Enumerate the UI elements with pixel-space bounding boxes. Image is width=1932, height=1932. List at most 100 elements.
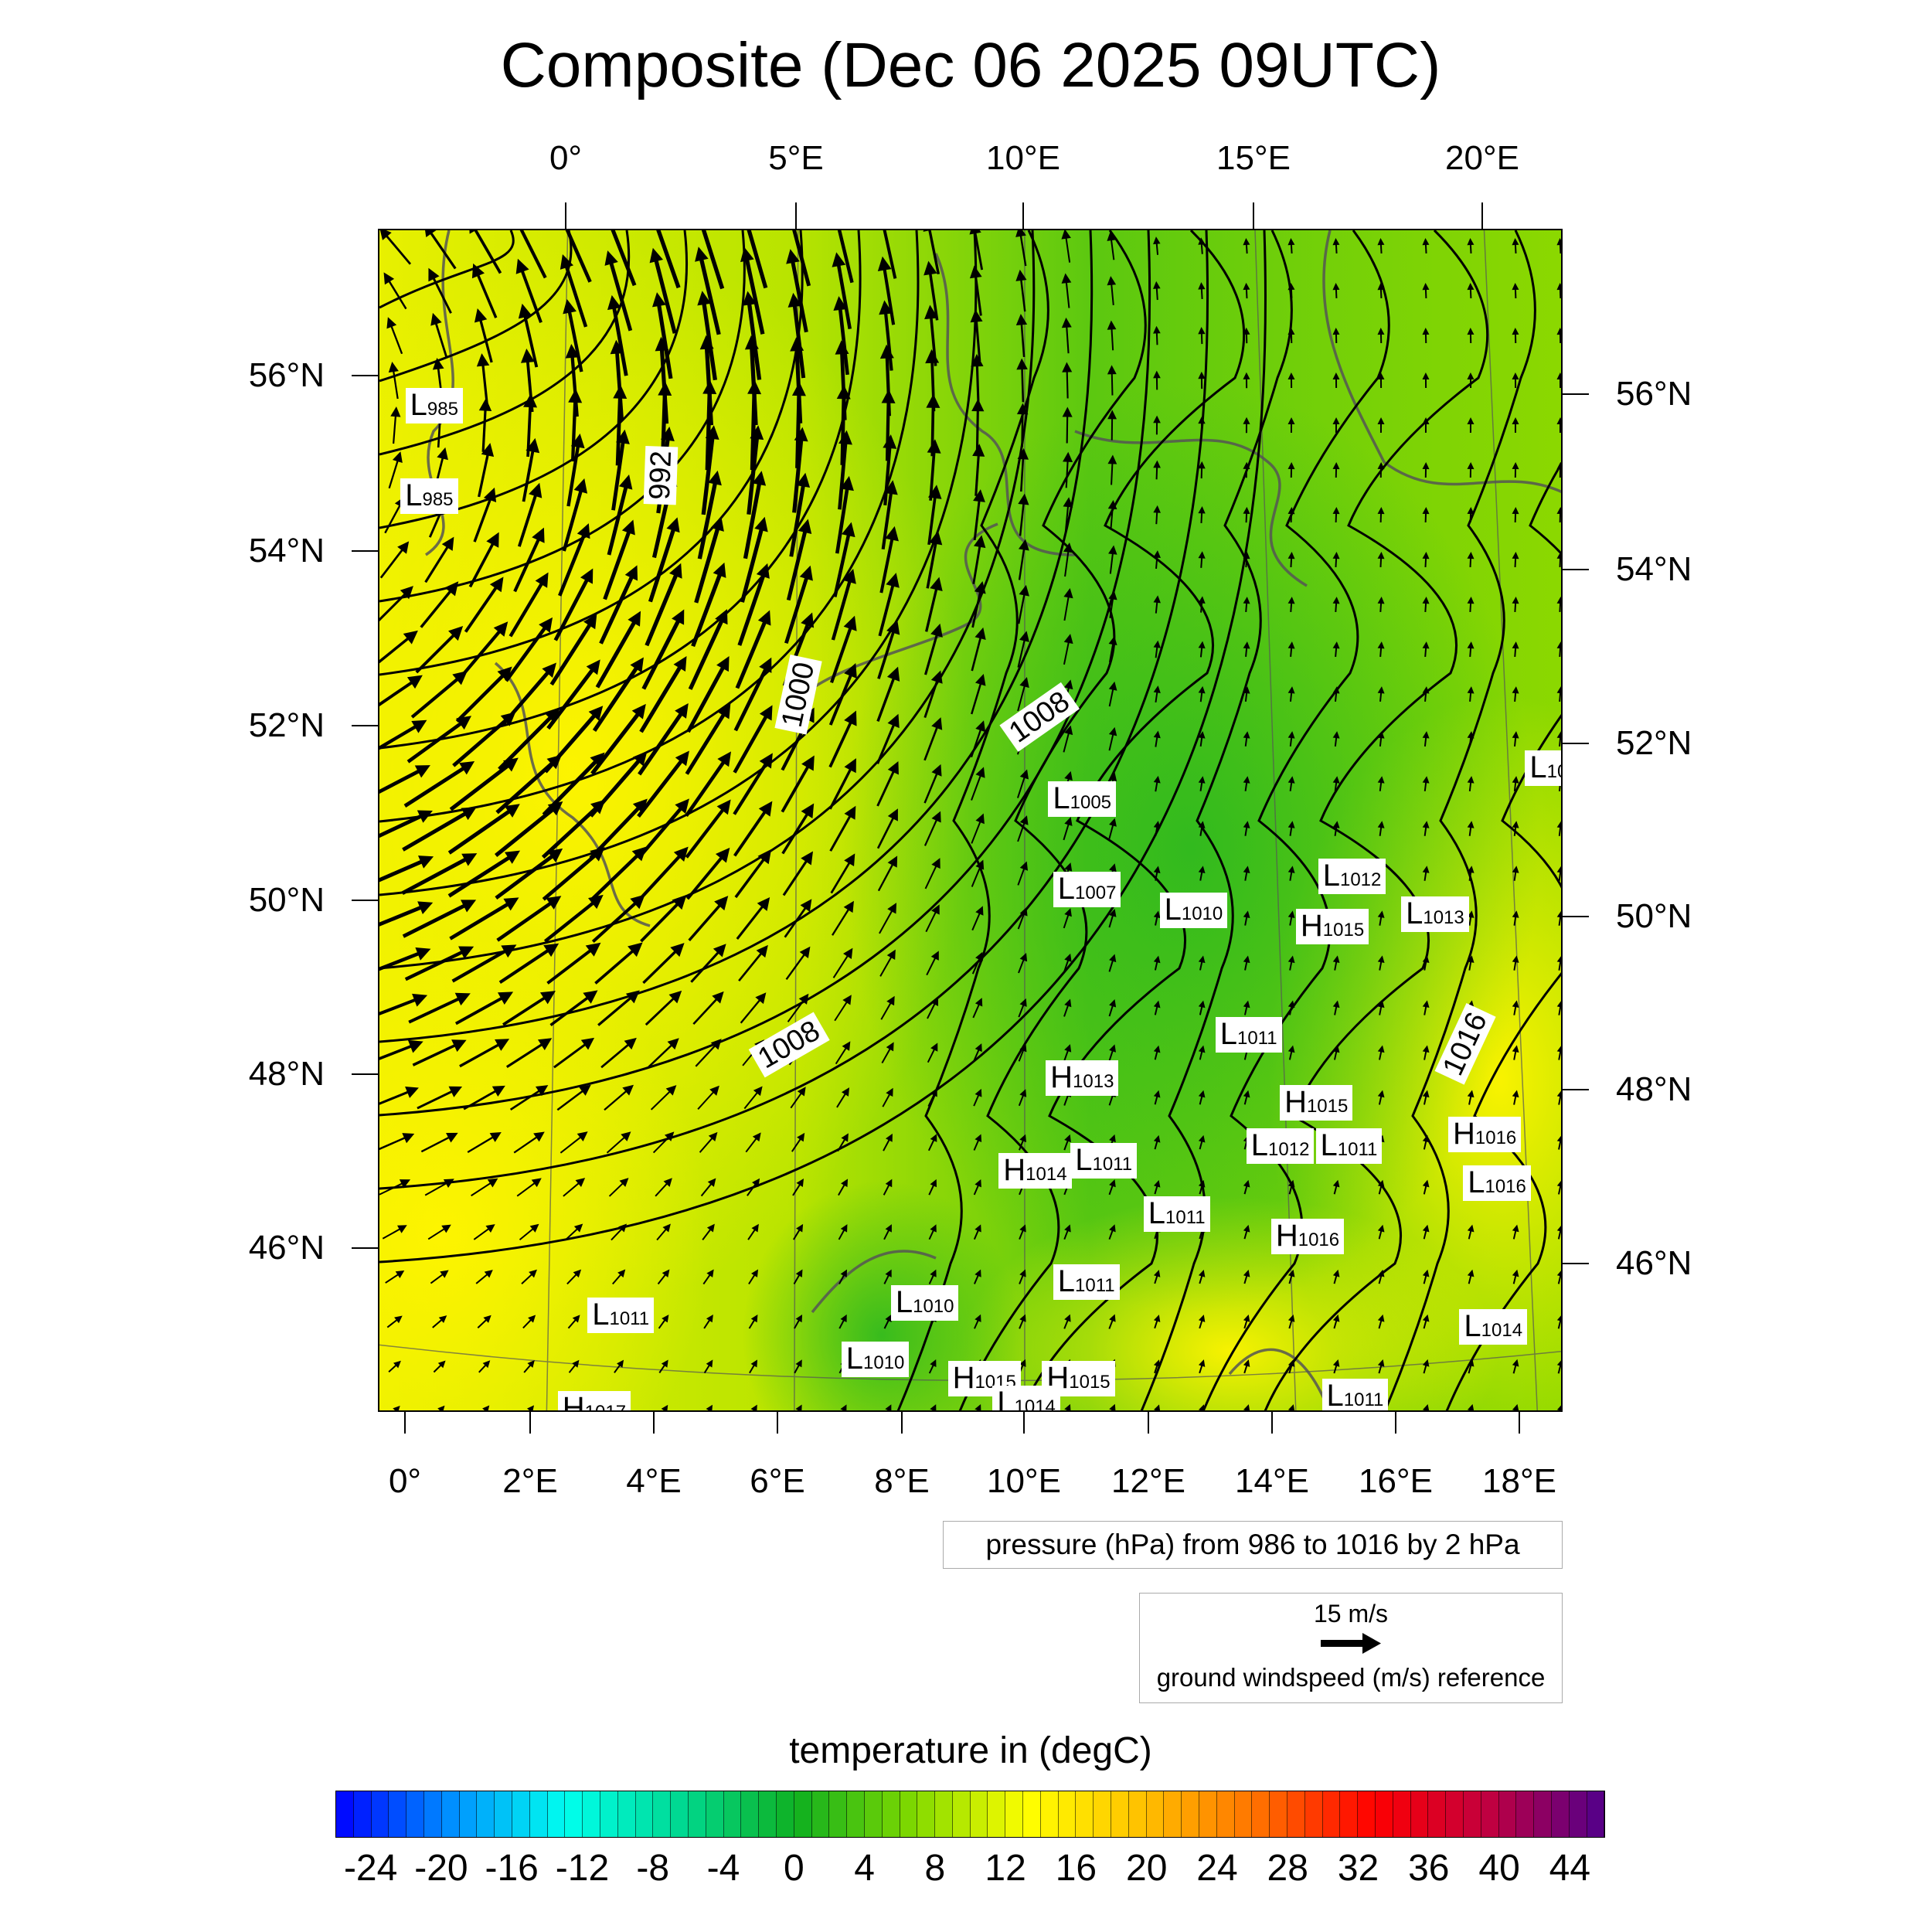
wind-arrow-icon xyxy=(379,947,431,979)
colorbar-box xyxy=(1516,1791,1535,1837)
wind-arrow-shaft xyxy=(747,298,762,380)
wind-arrow-icon xyxy=(385,1270,405,1284)
wind-arrow-head xyxy=(1153,640,1161,648)
wind-arrow-icon xyxy=(390,406,401,444)
isobar xyxy=(379,230,688,529)
colorbar-box xyxy=(688,1791,706,1837)
wind-arrow-icon xyxy=(1512,283,1519,299)
wind-arrow-head xyxy=(975,720,986,733)
wind-arrow-head xyxy=(632,750,648,767)
wind-arrow-head xyxy=(618,1223,628,1233)
wind-arrow-head xyxy=(662,1269,670,1278)
wind-arrow-head xyxy=(1153,1000,1161,1009)
wind-arrow-icon xyxy=(699,1131,718,1153)
wind-arrow-icon xyxy=(649,247,677,334)
wind-arrow-icon xyxy=(388,1360,401,1372)
wind-arrow-shaft xyxy=(1064,548,1070,577)
wind-arrow-shaft xyxy=(876,767,896,807)
wind-arrow-icon xyxy=(702,1269,714,1285)
pressure-center-type: H xyxy=(1300,909,1323,944)
pressure-center-label: L10 xyxy=(1525,750,1561,787)
wind-arrow-head xyxy=(926,393,940,408)
wind-arrow-head xyxy=(1153,866,1161,874)
wind-arrow-icon xyxy=(735,610,771,689)
pressure-center-label: L1014 xyxy=(992,1386,1060,1410)
wind-arrow-icon xyxy=(1332,641,1340,657)
wind-arrow-shaft xyxy=(838,438,848,510)
wind-arrow-icon xyxy=(876,713,900,764)
colorbar-box xyxy=(759,1791,777,1837)
pressure-center-type: H xyxy=(562,1390,585,1412)
wind-arrow-head xyxy=(1556,238,1561,246)
wind-arrow-icon xyxy=(877,855,898,892)
wind-arrow-icon xyxy=(1107,276,1117,305)
wind-arrow-shaft xyxy=(379,546,406,579)
wind-arrow-icon xyxy=(1422,417,1430,434)
wind-arrow-head xyxy=(632,798,648,814)
wind-arrow-head xyxy=(441,536,454,551)
left-latitude-label: 46°N xyxy=(248,1229,325,1267)
wind-arrow-head xyxy=(1243,1315,1250,1322)
wind-arrow-head xyxy=(1556,1090,1561,1098)
wind-arrow-head xyxy=(1512,641,1519,649)
colorbar-box xyxy=(1393,1791,1411,1837)
wind-arrow-icon xyxy=(1019,1134,1026,1151)
top-longitude-label: 0° xyxy=(549,139,583,177)
wind-arrow-head xyxy=(471,263,485,279)
wind-arrow-head xyxy=(887,713,900,729)
wind-arrow-icon xyxy=(740,516,768,603)
wind-arrow-icon xyxy=(642,943,685,985)
wind-arrow-icon xyxy=(1377,1090,1385,1105)
wind-arrow-head xyxy=(1198,282,1206,290)
wind-arrow-head xyxy=(1467,372,1475,380)
wind-arrow-icon xyxy=(1556,507,1561,523)
wind-arrow-shaft xyxy=(522,446,536,502)
wind-arrow-icon xyxy=(1377,597,1385,613)
wind-arrow-shaft xyxy=(495,852,557,900)
wind-arrow-head xyxy=(392,451,403,464)
wind-arrow-head xyxy=(1198,371,1206,379)
wind-arrow-icon xyxy=(791,1132,805,1152)
wind-arrow-head xyxy=(393,1406,400,1410)
wind-arrow-head xyxy=(675,750,689,767)
wind-arrow-head xyxy=(621,519,635,536)
wind-arrow-head xyxy=(930,1359,937,1368)
wind-arrow-head xyxy=(383,272,395,285)
wind-arrow-icon xyxy=(1198,731,1206,747)
wind-arrow-head xyxy=(753,1086,763,1097)
wind-arrow-shaft xyxy=(828,670,855,726)
wind-arrow-icon xyxy=(971,674,986,715)
wind-arrow-shaft xyxy=(1019,276,1026,312)
wind-arrow-head xyxy=(1556,1134,1561,1143)
wind-arrow-head xyxy=(886,619,900,635)
wind-arrow-head xyxy=(1109,908,1117,917)
wind-arrow-head xyxy=(1064,1134,1071,1143)
wind-arrow-shaft xyxy=(688,900,724,941)
colorbar-box xyxy=(1023,1791,1041,1837)
pressure-center-label: L1011 xyxy=(1315,1128,1383,1164)
pressure-center-label: H1017 xyxy=(557,1390,631,1412)
wind-arrow-head xyxy=(417,810,433,823)
wind-arrow-shaft xyxy=(971,864,982,887)
wind-arrow-shaft xyxy=(786,526,808,601)
wind-arrow-icon xyxy=(1467,1090,1475,1105)
wind-arrow-icon xyxy=(1153,1404,1161,1410)
wind-arrow-head xyxy=(1019,677,1029,689)
coastline xyxy=(811,1250,937,1314)
wind-arrow-icon xyxy=(1556,821,1561,836)
wind-arrow-head xyxy=(1198,866,1206,873)
colorbar-box xyxy=(1005,1791,1024,1837)
wind-arrow-head xyxy=(400,586,413,600)
wind-arrow-icon xyxy=(1153,325,1161,345)
wind-arrow-head xyxy=(1109,818,1117,827)
wind-arrow-head xyxy=(1061,273,1072,284)
wind-arrow-head xyxy=(394,1315,403,1324)
wind-arrow-icon xyxy=(567,1315,580,1329)
wind-arrow-icon xyxy=(1287,686,1295,702)
wind-arrow-icon xyxy=(388,362,399,400)
wind-arrow-head xyxy=(461,807,477,821)
wind-arrow-head xyxy=(1198,955,1206,964)
wind-arrow-shaft xyxy=(611,437,626,511)
wind-arrow-icon xyxy=(1422,641,1430,657)
wind-arrow-shaft xyxy=(743,254,765,335)
